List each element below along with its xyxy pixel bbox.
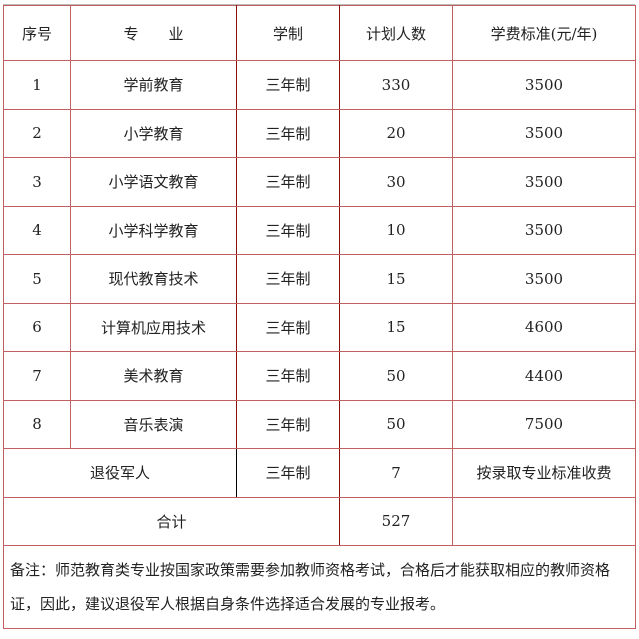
table-row: 6 计算机应用技术 三年制 15 4600 [3, 302, 636, 352]
row-fee: 3500 [452, 157, 636, 207]
row-major: 现代教育技术 [70, 254, 237, 304]
row-fee: 3500 [452, 60, 636, 110]
row-major: 学前教育 [70, 60, 237, 110]
row-major: 小学科学教育 [70, 205, 237, 255]
header-fee: 学费标准(元/年) [452, 5, 636, 61]
total-label: 合计 [3, 496, 340, 546]
row-no: 2 [3, 108, 71, 158]
row-major: 小学教育 [70, 108, 237, 158]
row-plan: 15 [339, 302, 453, 352]
row-duration: 三年制 [236, 254, 340, 304]
veterans-row: 退役军人 三年制 7 按录取专业标准收费 [3, 448, 636, 498]
row-fee: 4400 [452, 351, 636, 401]
row-plan: 50 [339, 399, 453, 449]
row-no: 3 [3, 157, 71, 207]
top-border [3, 4, 635, 5]
enrollment-plan-table: 序号 专 业 学制 计划人数 学费标准(元/年) 1 学前教育 三年制 330 3500… [3, 5, 636, 629]
veterans-duration: 三年制 [236, 448, 340, 498]
row-plan: 50 [339, 351, 453, 401]
row-plan: 10 [339, 205, 453, 255]
row-duration: 三年制 [236, 205, 340, 255]
header-major: 专 业 [70, 5, 237, 61]
row-plan: 15 [339, 254, 453, 304]
row-fee: 3500 [452, 254, 636, 304]
row-plan: 330 [339, 60, 453, 110]
row-major: 美术教育 [70, 351, 237, 401]
row-no: 6 [3, 302, 71, 352]
row-duration: 三年制 [236, 60, 340, 110]
note-row: 备注：师范教育类专业按国家政策需要参加教师资格考试，合格后才能获取相应的教师资格… [3, 545, 636, 629]
table-header: 序号 专 业 学制 计划人数 学费标准(元/年) [3, 5, 636, 61]
row-duration: 三年制 [236, 302, 340, 352]
table-row: 7 美术教育 三年制 50 4400 [3, 351, 636, 401]
row-plan: 30 [339, 157, 453, 207]
row-duration: 三年制 [236, 157, 340, 207]
header-plan: 计划人数 [339, 5, 453, 61]
row-duration: 三年制 [236, 351, 340, 401]
table-row: 5 现代教育技术 三年制 15 3500 [3, 254, 636, 304]
row-no: 7 [3, 351, 71, 401]
row-no: 1 [3, 60, 71, 110]
total-row: 合计 527 [3, 496, 636, 546]
row-fee: 3500 [452, 205, 636, 255]
row-plan: 20 [339, 108, 453, 158]
row-major: 音乐表演 [70, 399, 237, 449]
total-fee-empty [452, 496, 636, 546]
row-fee: 7500 [452, 399, 636, 449]
note-text: 备注：师范教育类专业按国家政策需要参加教师资格考试，合格后才能获取相应的教师资格… [3, 545, 636, 629]
row-fee: 3500 [452, 108, 636, 158]
row-no: 4 [3, 205, 71, 255]
table-row: 1 学前教育 三年制 330 3500 [3, 60, 636, 110]
row-fee: 4600 [452, 302, 636, 352]
row-no: 5 [3, 254, 71, 304]
table-row: 8 音乐表演 三年制 50 7500 [3, 399, 636, 449]
veterans-fee: 按录取专业标准收费 [452, 448, 636, 498]
veterans-plan: 7 [339, 448, 453, 498]
row-duration: 三年制 [236, 399, 340, 449]
header-duration: 学制 [236, 5, 340, 61]
header-no: 序号 [3, 5, 71, 61]
row-duration: 三年制 [236, 108, 340, 158]
row-major: 计算机应用技术 [70, 302, 237, 352]
row-no: 8 [3, 399, 71, 449]
table-row: 2 小学教育 三年制 20 3500 [3, 108, 636, 158]
table-row: 3 小学语文教育 三年制 30 3500 [3, 157, 636, 207]
table-row: 4 小学科学教育 三年制 10 3500 [3, 205, 636, 255]
row-major: 小学语文教育 [70, 157, 237, 207]
veterans-label: 退役军人 [3, 448, 237, 498]
total-plan: 527 [339, 496, 453, 546]
